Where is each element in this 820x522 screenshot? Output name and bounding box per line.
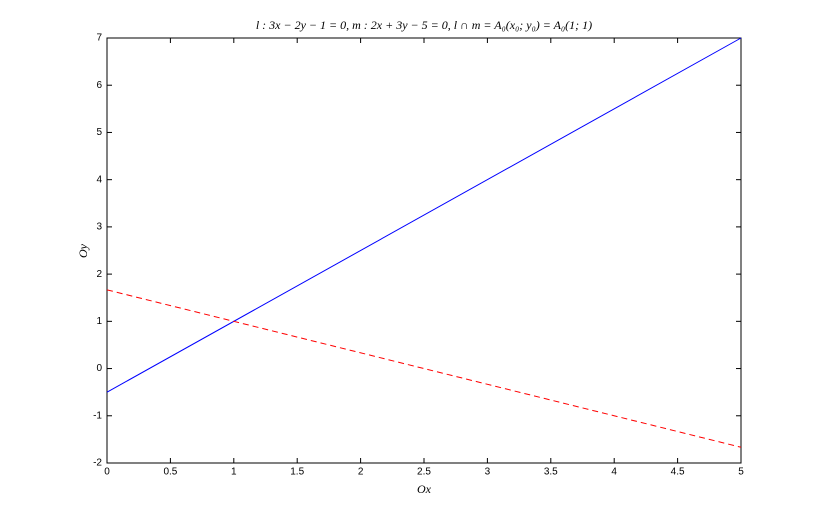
x-tick-label: 5	[738, 467, 744, 478]
chart-title: l : 3x − 2y − 1 = 0, m : 2x + 3y − 5 = 0…	[256, 18, 592, 32]
plot-frame	[106, 37, 742, 464]
y-tick-label: 3	[96, 222, 102, 233]
y-tick-label: -1	[93, 410, 102, 421]
y-axis-label: Oy	[76, 243, 90, 258]
x-tick-label: 1	[231, 467, 237, 478]
x-tick-label: 4	[611, 467, 617, 478]
x-tick-label: 2.5	[417, 467, 431, 478]
x-axis-label: Ox	[417, 482, 432, 496]
x-tick-label: 3.5	[544, 467, 558, 478]
line-series	[106, 37, 742, 393]
x-tick-label: 0	[104, 467, 110, 478]
y-tick-label: 0	[96, 363, 102, 374]
y-tick-label: 5	[96, 127, 102, 138]
y-tick-label: -2	[93, 458, 102, 469]
x-tick-label: 3	[485, 467, 491, 478]
y-tick-label: 4	[96, 174, 102, 185]
line-series	[106, 289, 742, 448]
x-tick-label: 0.5	[163, 467, 177, 478]
x-tick-label: 2	[358, 467, 364, 478]
y-tick-label: 7	[96, 33, 102, 44]
y-tick-label: 1	[96, 316, 102, 327]
x-tick-label: 4.5	[671, 467, 685, 478]
y-tick-label: 2	[96, 269, 102, 280]
x-tick-label: 1.5	[290, 467, 304, 478]
y-tick-label: 6	[96, 80, 102, 91]
